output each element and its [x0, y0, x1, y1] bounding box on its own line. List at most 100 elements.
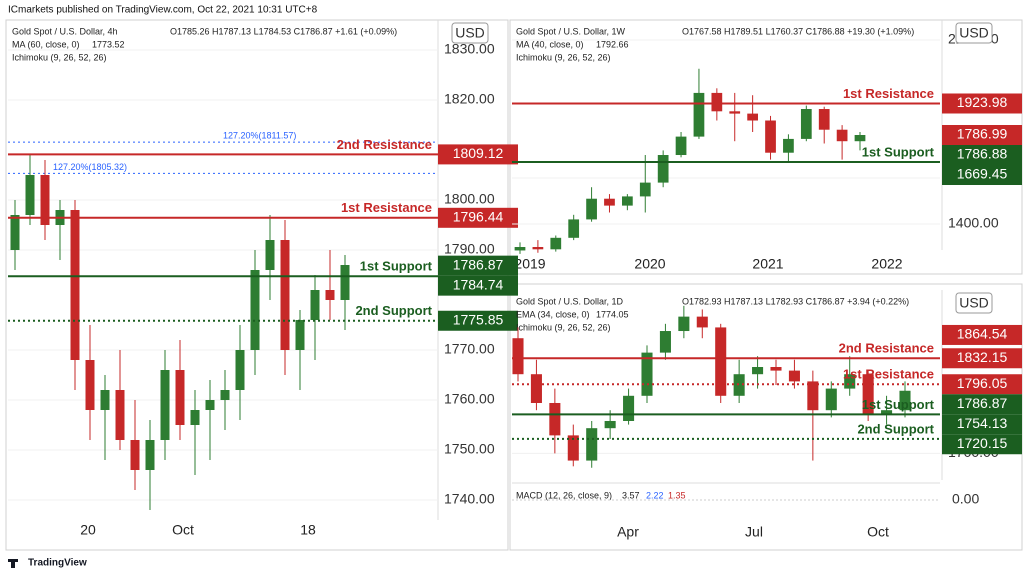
fib-label: 127.20%(1805.32)	[53, 162, 127, 172]
level-name: 2nd Resistance	[337, 137, 432, 152]
x-label: Jul	[745, 524, 763, 540]
indicator: Ichimoku (9, 26, 52, 26)	[12, 52, 107, 62]
indicator-value: 1792.66	[596, 39, 629, 49]
y-tick-label: 1800.00	[444, 191, 495, 207]
candle-body	[550, 237, 562, 250]
level-name: 2nd Resistance	[839, 341, 934, 356]
macd-value: 3.57	[622, 490, 640, 500]
fib-label: 127.20%(1811.57)	[223, 131, 296, 141]
candle-body	[25, 175, 35, 215]
price-flag-label: 1720.15	[957, 435, 1008, 451]
candle-body	[881, 410, 893, 414]
candle-body	[899, 390, 911, 411]
candle-body	[844, 374, 856, 389]
candle-body	[818, 109, 830, 130]
price-flag	[942, 374, 1022, 395]
candle-body	[783, 138, 794, 153]
candle-body	[765, 120, 776, 153]
price-flag-label: 1809.12	[453, 145, 504, 161]
price-flag-label: 1796.05	[957, 375, 1008, 391]
candle-body	[160, 370, 170, 440]
level-name: 1st Resistance	[843, 86, 934, 101]
candle-body	[512, 338, 524, 375]
candle-body	[325, 290, 335, 300]
candle-body	[568, 219, 580, 238]
currency: USD	[455, 25, 485, 41]
x-label: 2021	[752, 256, 783, 272]
candle-body	[514, 247, 526, 251]
candle-body	[770, 367, 782, 371]
price-flag	[942, 125, 1022, 146]
indicator: MA (40, close, 0)	[516, 39, 584, 49]
candle-body	[807, 381, 819, 411]
candle-body	[586, 428, 598, 461]
level-name: 1st Resistance	[843, 367, 934, 382]
candle-body	[205, 400, 215, 410]
candle-body	[693, 92, 705, 137]
price-flag-label: 1786.88	[957, 146, 1008, 162]
candle-body	[747, 113, 758, 121]
candle-body	[586, 198, 597, 220]
price-flag-label: 1669.45	[957, 166, 1008, 182]
price-flag	[438, 255, 518, 276]
price-flag-label: 1775.85	[453, 311, 504, 327]
candle-body	[623, 395, 635, 421]
candle-body	[854, 135, 866, 142]
price-flag-label: 1832.15	[957, 349, 1008, 365]
x-label: 20	[80, 522, 96, 538]
candle-body	[220, 390, 230, 400]
candle-body	[675, 136, 687, 156]
candle-body	[530, 374, 542, 403]
price-flag-label: 1786.87	[453, 256, 504, 272]
price-flag	[942, 348, 1022, 369]
price-flag-label: 1784.74	[453, 276, 504, 292]
candle-body	[641, 352, 653, 396]
candle-body	[836, 129, 848, 142]
price-flag	[942, 145, 1022, 166]
price-flag-label: 1754.13	[957, 415, 1008, 431]
x-label: 2022	[871, 256, 902, 272]
price-flag-label: 1864.54	[957, 326, 1008, 342]
macd-value: 1.35	[668, 490, 686, 500]
candle-body	[130, 440, 140, 470]
candle-body	[70, 210, 80, 360]
candle-body	[295, 320, 305, 350]
candle-body	[250, 270, 260, 350]
level-name: 1st Support	[360, 259, 433, 274]
level-name: 1st Support	[862, 144, 935, 159]
candle-body	[657, 155, 669, 183]
candle-body	[862, 374, 874, 414]
indicator: Ichimoku (9, 26, 52, 26)	[516, 322, 611, 332]
candle-body	[622, 196, 633, 206]
candle-body	[800, 109, 812, 139]
y-tick-label: 1400.00	[948, 215, 999, 231]
y-tick-label: 1770.00	[444, 341, 495, 357]
candle-body	[175, 370, 185, 425]
panel-title: Gold Spot / U.S. Dollar, 4h	[12, 26, 118, 36]
y-tick-label: 1830.00	[444, 41, 495, 57]
currency-box	[955, 292, 993, 314]
y-tick-label: 1760.00	[444, 391, 495, 407]
candle-body	[604, 198, 615, 206]
y-tick-label: 0.00	[952, 491, 979, 507]
indicator: EMA (34, close, 0)	[516, 309, 590, 319]
candle-body	[340, 265, 350, 300]
candle-body	[659, 331, 671, 353]
y-tick-label: 1820.00	[444, 91, 495, 107]
price-flag	[942, 414, 1022, 435]
price-flag	[942, 324, 1022, 345]
brand-logo	[8, 559, 18, 568]
candle-body	[696, 316, 708, 328]
macd-title: MACD (12, 26, close, 9)	[516, 490, 612, 500]
y-tick-label: 1740.00	[444, 491, 495, 507]
currency: USD	[959, 25, 989, 41]
candle-body	[825, 388, 837, 411]
candle-body	[711, 92, 723, 112]
candle-body	[40, 175, 50, 225]
candle-body	[604, 420, 616, 429]
price-flag	[942, 394, 1022, 415]
currency: USD	[959, 295, 989, 311]
candle-body	[715, 327, 727, 396]
ohlc: O1782.93 H1787.13 L1782.93 C1786.87 +3.9…	[682, 296, 909, 306]
